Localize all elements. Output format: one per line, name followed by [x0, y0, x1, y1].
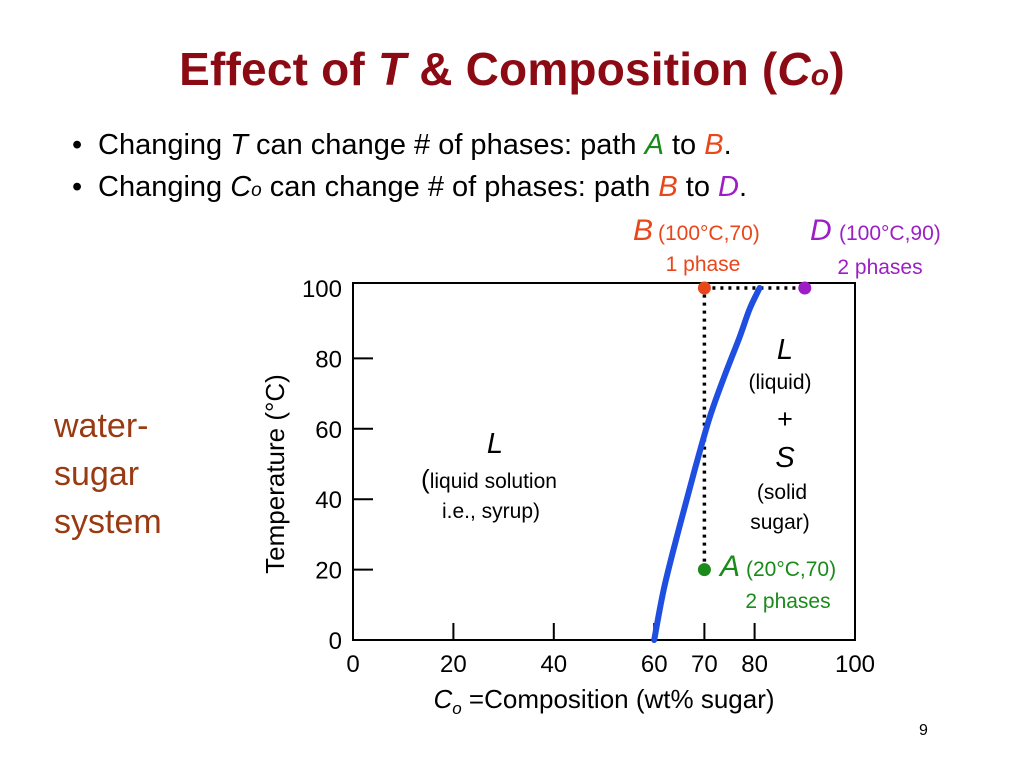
two-phase-s-symbol: S: [775, 442, 795, 474]
x-tick-label: 20: [440, 651, 467, 678]
point-b-annotation: B (100°C,70) 1 phase: [633, 214, 760, 276]
y-tick-label: 40: [315, 487, 342, 514]
point-d-phases: 2 phases: [837, 256, 922, 279]
point-d-annotation: D (100°C,90) 2 phases: [810, 214, 941, 279]
x-tick-label: 80: [741, 651, 768, 678]
bullet-list: • Changing T can change # of phases: path…: [72, 124, 747, 212]
two-phase-l-symbol: L: [777, 334, 793, 366]
y-tick-label: 20: [315, 558, 342, 585]
axis-ticks: 0 20 40 60 70 80 100 0 20 40 60 80 100: [302, 276, 875, 678]
y-tick-label: 100: [302, 276, 342, 303]
system-label-line: water-: [54, 407, 149, 445]
point-a-coord: (20°C,70): [746, 558, 836, 581]
y-tick-label: 80: [315, 346, 342, 373]
bullet-icon: •: [72, 171, 83, 203]
point-a: [697, 563, 711, 577]
system-label: water- sugar system: [54, 402, 162, 546]
liquid-region-label: L (liquid solution i.e., syrup): [421, 428, 557, 523]
point-b-phases: 1 phase: [666, 253, 741, 276]
point-b-label: B: [633, 214, 653, 247]
liquid-symbol: L: [487, 428, 503, 460]
solubility-curve: [651, 285, 763, 643]
point-b-coord: (100°C,70): [658, 222, 760, 245]
x-axis-label: Co =Composition (wt% sugar): [433, 684, 774, 718]
point-b: [697, 281, 711, 295]
x-tick-label: 0: [346, 651, 359, 678]
point-d-coord: (100°C,90): [839, 222, 941, 245]
point-d: [798, 281, 812, 295]
page-title: Effect of T & Composition (Co): [179, 43, 845, 95]
point-d-label: D: [810, 214, 832, 247]
y-tick-label: 0: [329, 628, 342, 655]
x-tick-label: 40: [540, 651, 567, 678]
two-phase-sugar-text: sugar): [750, 511, 810, 534]
liquid-description: (liquid solution: [421, 464, 557, 494]
point-a-label: A: [718, 550, 740, 583]
y-tick-label: 60: [315, 417, 342, 444]
x-tick-label: 60: [641, 651, 668, 678]
x-tick-label: 70: [691, 651, 718, 678]
two-phase-solid-text: (solid: [757, 481, 807, 504]
page-number: 9: [919, 722, 928, 739]
system-label-line: system: [54, 503, 162, 541]
plot-frame: [352, 282, 856, 641]
two-phase-liquid-text: (liquid): [748, 371, 811, 394]
bullet-item: • Changing Co can change # of phases: pat…: [72, 166, 747, 212]
liquid-example: i.e., syrup): [442, 500, 540, 523]
x-tick-label: 100: [835, 651, 875, 678]
point-a-phases: 2 phases: [745, 590, 830, 613]
bullet-icon: •: [72, 129, 83, 161]
y-axis-label: Temperature (°C): [260, 374, 290, 574]
system-label-line: sugar: [54, 455, 140, 493]
bullet-item: • Changing T can change # of phases: path…: [72, 124, 747, 166]
point-a-annotation: A (20°C,70) 2 phases: [718, 550, 836, 613]
two-phase-plus: +: [777, 404, 793, 434]
two-phase-region-label: L (liquid) + S (solid sugar): [748, 334, 811, 534]
